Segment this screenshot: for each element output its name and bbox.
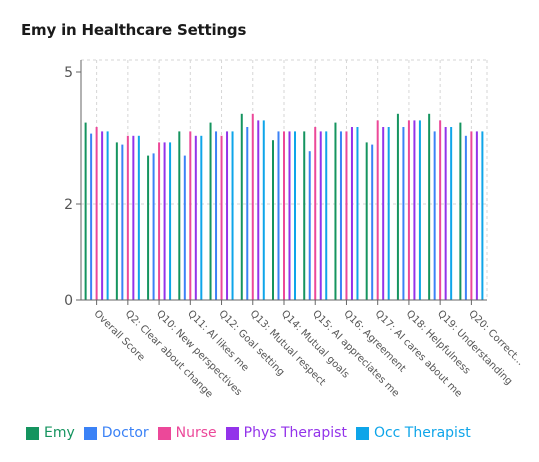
bar (220, 135, 223, 300)
bar (158, 142, 161, 300)
bar (137, 135, 140, 300)
legend-swatch (83, 426, 97, 440)
bar (294, 131, 296, 300)
bar (226, 131, 229, 300)
bar (147, 155, 150, 300)
bar (200, 135, 203, 300)
bar (84, 122, 87, 300)
legend-swatch (157, 426, 171, 440)
bar (314, 127, 317, 300)
bar (464, 135, 467, 300)
legend-item[interactable]: Nurse (157, 425, 217, 441)
bar (396, 113, 399, 300)
bar (240, 113, 243, 300)
bar (106, 131, 109, 300)
y-tick-label: 0 (64, 293, 73, 309)
bar (450, 127, 453, 300)
bar (407, 120, 410, 301)
legend-swatch (355, 426, 369, 440)
bar (325, 131, 328, 300)
bar (387, 127, 390, 300)
x-tick-label: Q20: Correct... (466, 308, 526, 368)
bar (376, 120, 379, 301)
bar (365, 142, 368, 300)
bar (101, 131, 104, 300)
bar (283, 131, 285, 300)
bar (169, 142, 172, 300)
bar (178, 131, 181, 300)
bar (152, 153, 155, 300)
legend-label: Phys Therapist (243, 425, 347, 441)
legend-label: Emy (44, 425, 75, 441)
bar (257, 120, 260, 301)
bar (402, 127, 405, 300)
legend-swatch (26, 426, 39, 440)
bar (132, 135, 135, 300)
bar (475, 131, 478, 300)
legend-swatch (225, 426, 239, 440)
bar (115, 142, 118, 300)
bar (189, 131, 192, 300)
bar (428, 113, 431, 300)
legend-label: Nurse (175, 425, 217, 441)
legend-label: Occ Therapist (373, 425, 471, 441)
bar (277, 131, 280, 300)
bar (319, 131, 322, 300)
bar (231, 131, 234, 300)
bar (418, 120, 421, 301)
legend-label: Doctor (101, 425, 149, 441)
y-tick-label: 2 (64, 197, 73, 213)
bar (481, 131, 484, 300)
bar (90, 133, 93, 300)
bar (272, 140, 274, 300)
legend-item[interactable]: Phys Therapist (225, 425, 347, 441)
bar (163, 142, 166, 300)
bar (183, 155, 186, 300)
bar (470, 131, 473, 300)
bar (339, 131, 342, 300)
chart-title: Emy in Healthcare Settings (21, 21, 247, 39)
bar (334, 122, 337, 300)
bar (371, 144, 374, 300)
bar (262, 120, 265, 301)
bar (126, 135, 129, 300)
bar (382, 127, 385, 300)
legend-item[interactable]: Emy (26, 425, 75, 441)
bar (433, 131, 436, 300)
bar (413, 120, 416, 301)
bar (251, 113, 254, 300)
bar (246, 127, 249, 300)
legend-item[interactable]: Doctor (83, 425, 149, 441)
bar (288, 131, 291, 300)
bar (345, 131, 348, 300)
bar (303, 131, 306, 300)
bar (439, 120, 442, 301)
bar (194, 135, 197, 300)
y-tick-label: 5 (64, 65, 73, 81)
legend-item[interactable]: Occ Therapist (355, 425, 471, 441)
chart-legend: Emy Doctor Nurse Phys Therapist Occ Therapis… (26, 425, 480, 441)
bar (444, 127, 447, 300)
bar (356, 127, 359, 300)
bar (95, 127, 98, 300)
bar (209, 122, 212, 300)
bar (121, 144, 124, 300)
bar (308, 151, 311, 300)
bar (215, 131, 218, 300)
bar (459, 122, 462, 300)
bar (350, 127, 353, 300)
